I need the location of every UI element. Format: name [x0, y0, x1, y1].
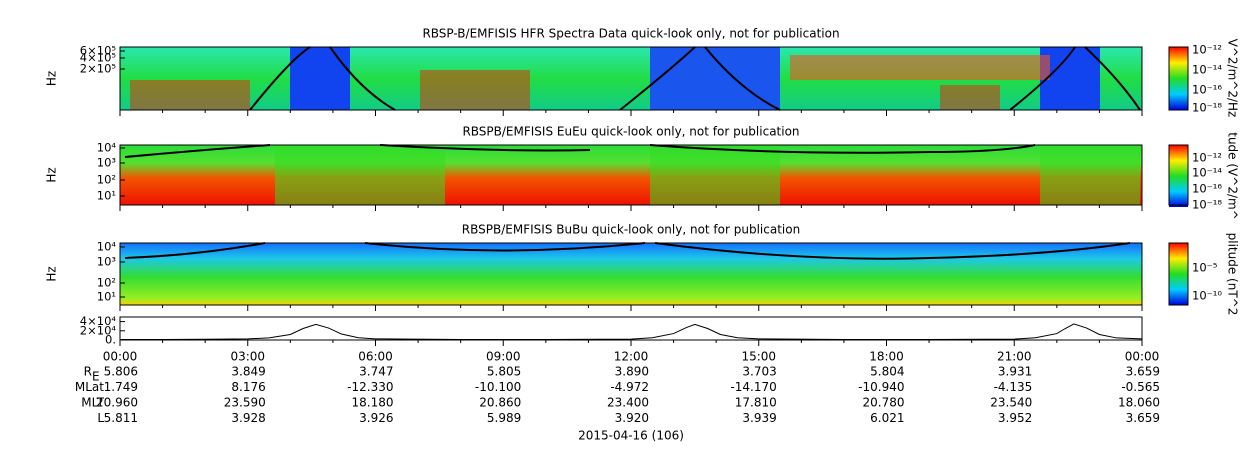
ephemeris-value: 5.811	[104, 411, 138, 425]
time-label: 21:00	[997, 350, 1032, 364]
ephemeris-label-sub: E	[92, 370, 100, 384]
ephemeris-value: 20.780	[863, 396, 905, 410]
ephemeris-value: -14.170	[730, 380, 776, 394]
ephemeris-value: 3.890	[615, 365, 649, 379]
colorbar-tick-label: 10⁻¹⁸	[1192, 198, 1222, 212]
colorbar-tick-label: 10⁻¹⁶	[1192, 182, 1222, 196]
time-label: 09:00	[486, 350, 521, 364]
y-tick-label: 4×10⁴	[80, 314, 117, 328]
y-tick-label: 10²	[97, 173, 116, 187]
y-axis-label: Hz	[45, 71, 59, 86]
ephemeris-value: 5.989	[487, 411, 521, 425]
time-label: 00:00	[103, 350, 138, 364]
y-tick-label: 10¹	[97, 290, 116, 304]
y-axis-label: Hz	[45, 266, 59, 281]
y-tick-label: 10²	[97, 276, 116, 290]
ephemeris-label: MLat	[75, 380, 104, 394]
ephemeris-value: 23.400	[607, 396, 649, 410]
colorbar-tick-label: 10⁻¹⁴	[1192, 166, 1222, 180]
colorbar-tick-label: 10⁻¹⁸	[1192, 101, 1222, 115]
colorbar-label: V^2/m^2/Hz	[1226, 39, 1240, 118]
ephemeris-value: 17.810	[735, 396, 777, 410]
ephemeris-label: R	[84, 365, 92, 379]
ephemeris-value: 23.540	[990, 396, 1032, 410]
y-tick-label: 10³	[97, 156, 117, 170]
colorbar-label: tude (V^2/m^	[1226, 132, 1240, 220]
panel-title: RBSPB/EMFISIS EuEu quick-look only, not …	[462, 125, 799, 139]
y-tick-label: 4×10⁵	[80, 51, 117, 65]
ephemeris-value: 3.659	[1126, 411, 1160, 425]
ephemeris-value: 8.176	[231, 380, 265, 394]
ephemeris-value: 3.952	[998, 411, 1032, 425]
y-tick-label: 2×10⁵	[80, 62, 117, 76]
ephemeris-value: 6.021	[870, 411, 904, 425]
ephemeris-value: 3.939	[742, 411, 776, 425]
ephemeris-value: 5.806	[104, 365, 138, 379]
colorbar-tick-label: 10⁻¹²	[1192, 151, 1222, 165]
time-label: 06:00	[358, 350, 393, 364]
y-tick-label: 0.	[105, 333, 116, 347]
colorbar-tick-label: 10⁻¹⁴	[1192, 63, 1222, 77]
time-label: 15:00	[741, 350, 776, 364]
ephemeris-value: 3.703	[742, 365, 776, 379]
ephemeris-value: 20.960	[96, 396, 138, 410]
ephemeris-value: 5.804	[870, 365, 904, 379]
panel-title: RBSPB/EMFISIS BuBu quick-look only, not …	[462, 223, 800, 237]
colorbar-frame	[1168, 46, 1189, 111]
colorbar-label: plitude (nT^2	[1226, 233, 1240, 316]
spectrogram-art	[119, 46, 1188, 341]
y-tick-label: 10⁴	[97, 240, 117, 254]
y-tick-label: 6×10⁵	[80, 44, 117, 58]
ephemeris-value: -12.330	[347, 380, 393, 394]
ephemeris-label: MLT	[81, 396, 104, 410]
time-label: 03:00	[230, 350, 265, 364]
data-line	[119, 323, 1143, 341]
ephemeris-value: 23.590	[224, 396, 266, 410]
y-tick-label: 2×10⁴	[80, 323, 117, 337]
ephemeris-label: L	[97, 411, 104, 425]
colorbar-frame	[1168, 242, 1189, 306]
y-tick-label: 10¹	[97, 189, 116, 203]
ephemeris-value: 3.926	[359, 411, 393, 425]
date-label: 2015-04-16 (106)	[578, 429, 684, 443]
ephemeris-value: 3.659	[1126, 365, 1160, 379]
ephemeris-value: 18.060	[1118, 396, 1160, 410]
colorbar-tick-label: 10⁻⁵	[1192, 261, 1218, 275]
ephemeris-value: 20.860	[479, 396, 521, 410]
ephemeris-value: -10.100	[475, 380, 521, 394]
y-tick-label: 10³	[97, 255, 117, 269]
ephemeris-value: 5.805	[487, 365, 521, 379]
ephemeris-value: 1.749	[104, 380, 138, 394]
colorbar-tick-label: 10⁻¹²	[1192, 43, 1222, 57]
ephemeris-value: -0.565	[1121, 380, 1160, 394]
ephemeris-value: 3.928	[231, 411, 265, 425]
colorbar-tick-label: 10⁻¹⁰	[1192, 289, 1222, 303]
ephemeris-value: 3.920	[615, 411, 649, 425]
ephemeris-value: -4.972	[610, 380, 649, 394]
ephemeris-value: 3.931	[998, 365, 1032, 379]
ephemeris-value: 3.747	[359, 365, 393, 379]
colorbar-tick-label: 10⁻¹⁶	[1192, 83, 1222, 97]
y-axis-label: Hz	[45, 167, 59, 182]
ephemeris-value: 3.849	[231, 365, 265, 379]
ephemeris-value: -10.940	[858, 380, 904, 394]
y-tick-label: 10⁴	[97, 141, 117, 155]
colorbar-frame	[1168, 144, 1189, 206]
time-label: 00:00	[1125, 350, 1160, 364]
time-label: 18:00	[869, 350, 904, 364]
ephemeris-value: 18.180	[352, 396, 394, 410]
panel-title: RBSP-B/EMFISIS HFR Spectra Data quick-lo…	[422, 27, 839, 41]
time-label: 12:00	[614, 350, 649, 364]
ephemeris-value: -4.135	[994, 380, 1033, 394]
